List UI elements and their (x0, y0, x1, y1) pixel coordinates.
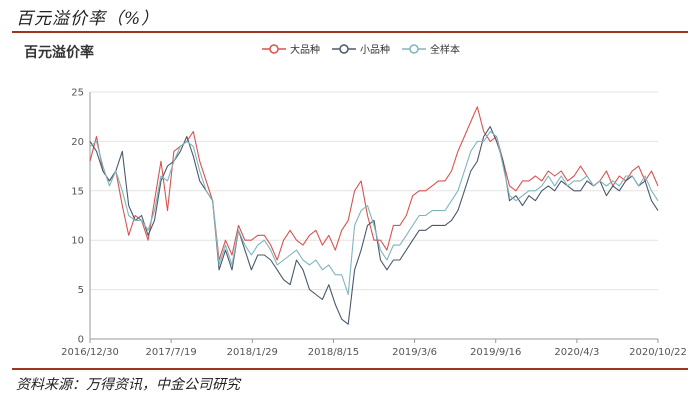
grid-lines (90, 91, 658, 291)
axes: 0 5 10 15 20 25 2016/12/30 2017/7/19 2018/1/29 20… (61, 88, 687, 359)
y-tick-label: 10 (71, 236, 84, 247)
chart-title: 百元溢价率 (24, 45, 94, 61)
x-tick-label: 2018/1/29 (227, 347, 278, 358)
x-tick-label: 2020/10/22 (629, 347, 687, 358)
bottom-rule (12, 368, 688, 370)
legend-label-1: 大品种 (290, 43, 320, 56)
legend-marker-2 (339, 44, 349, 54)
y-tick-label: 20 (71, 137, 84, 148)
x-tick-label: 2019/3/6 (392, 347, 437, 358)
y-tick-label: 25 (71, 88, 84, 99)
legend-marker-1 (269, 44, 279, 54)
legend-label-2: 小品种 (360, 43, 390, 56)
y-tick-label: 15 (71, 186, 84, 197)
x-tick-label: 2017/7/19 (146, 347, 197, 358)
x-tick-label: 2018/8/15 (308, 347, 359, 358)
series-group (89, 106, 659, 325)
top-rule (12, 31, 688, 33)
legend-marker-3 (409, 44, 419, 54)
header-title: 百元溢价率（%） (16, 9, 160, 29)
x-tick-label: 2016/12/30 (61, 347, 119, 358)
y-tick-label: 5 (78, 285, 84, 296)
series-line-1 (89, 106, 659, 261)
source-note: 资料来源：万得资讯，中金公司研究 (16, 377, 240, 393)
y-tick-label: 0 (78, 335, 84, 346)
series-line-2 (89, 126, 659, 325)
series-line-3 (89, 130, 659, 296)
legend-label-3: 全样本 (430, 43, 460, 56)
x-tick-label: 2019/9/16 (470, 347, 521, 358)
legend: 大品种 小品种 全样本 (262, 43, 460, 56)
x-tick-label: 2020/4/3 (554, 347, 599, 358)
